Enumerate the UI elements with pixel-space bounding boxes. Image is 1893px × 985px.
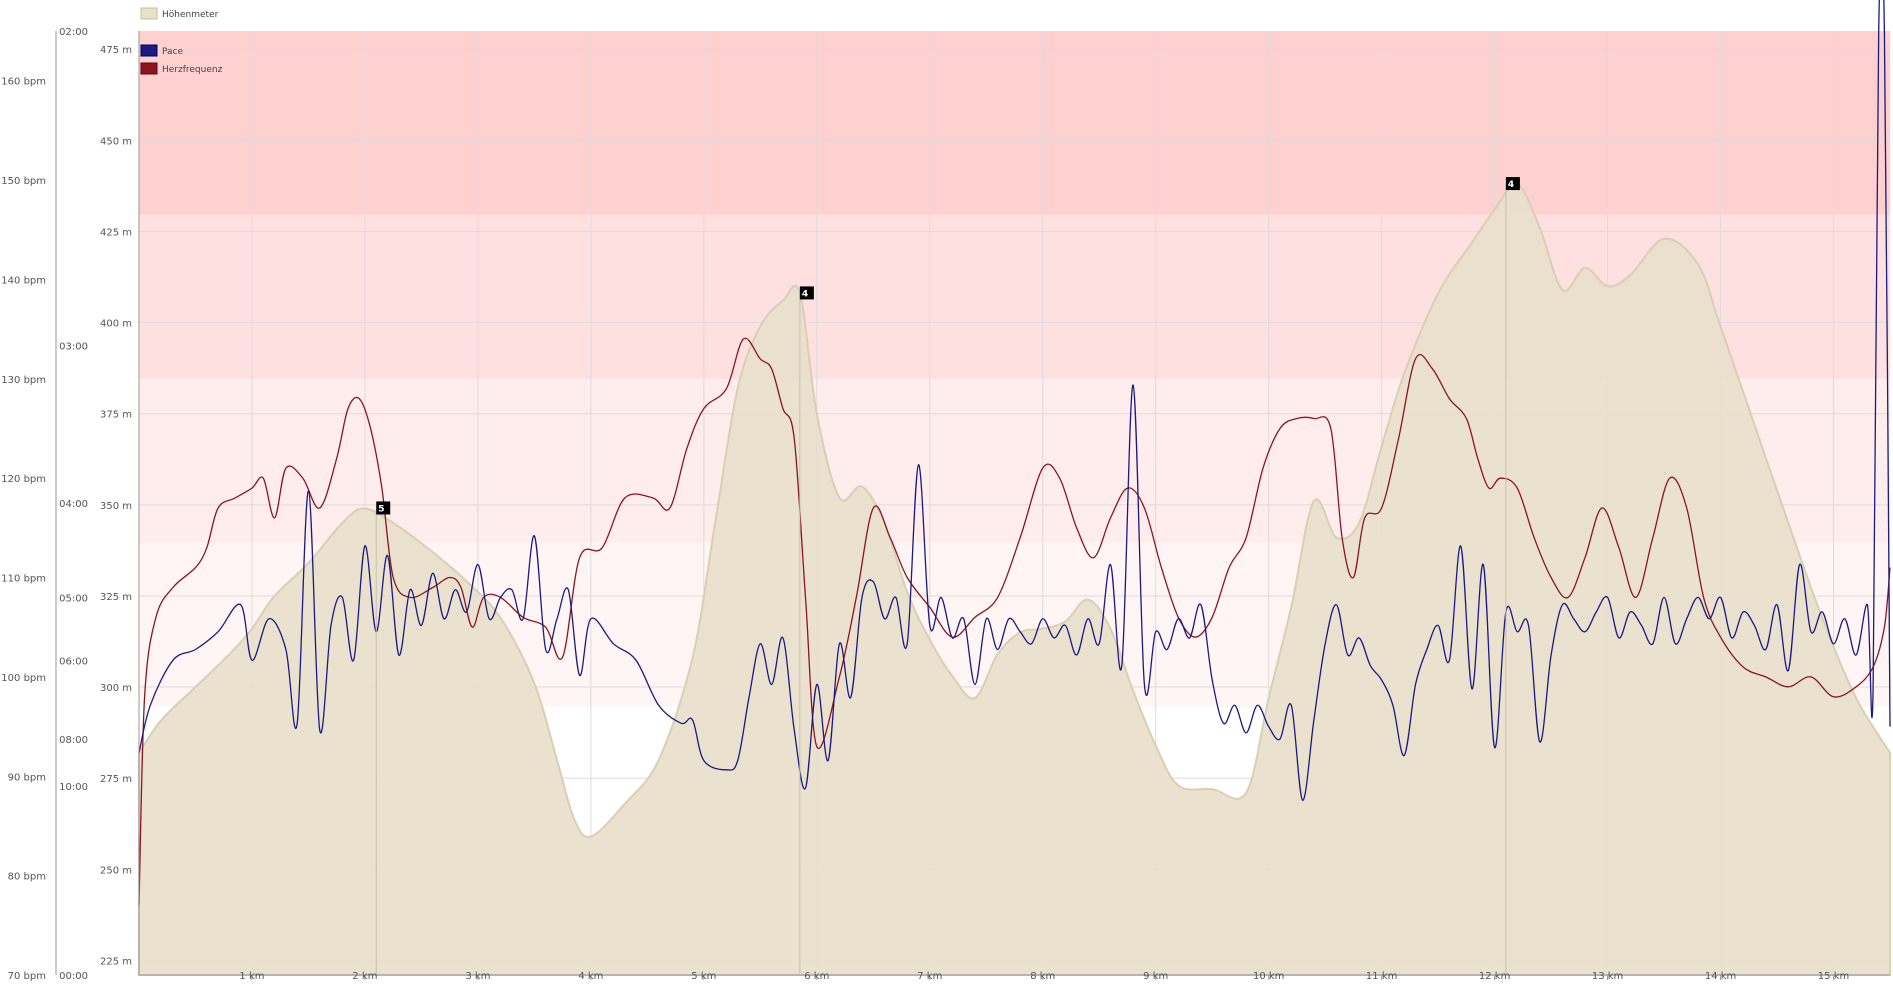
hr-tick-label: 120 bpm <box>1 474 46 485</box>
hr-tick-label: 130 bpm <box>1 375 46 386</box>
pace-tick-label: 10:00 <box>59 782 88 793</box>
elevation-tick-label: 400 m <box>100 319 132 330</box>
annotations: 5 4 4 <box>375 177 1520 975</box>
hr-tick-label: 160 bpm <box>1 77 46 88</box>
x-tick-label: 9 km <box>1143 971 1168 982</box>
pace-tick-label: 02:00 <box>59 27 88 38</box>
x-tick-label: 13 km <box>1592 971 1623 982</box>
annotation-label: 4 <box>802 289 808 299</box>
elevation-tick-label: 250 m <box>100 865 132 876</box>
x-tick-label: 11 km <box>1366 971 1397 982</box>
elevation-tick-label: 450 m <box>100 136 132 147</box>
legend-swatch <box>140 7 158 20</box>
elevation-tick-label: 350 m <box>100 501 132 512</box>
pace-tick-label: 05:00 <box>59 593 88 604</box>
elevation-tick-label: 325 m <box>100 592 132 603</box>
hr-tick-label: 150 bpm <box>1 176 46 187</box>
x-tick-label: 7 km <box>917 971 942 982</box>
x-tick-label: 6 km <box>804 971 829 982</box>
x-tick-label: 5 km <box>691 971 716 982</box>
legend-swatch <box>140 44 158 57</box>
pace-tick-label: 04:00 <box>59 499 88 510</box>
axes: 1 km 2 km 3 km 4 km 5 km 6 km 7 km 8 km 9 km 10 k… <box>1 27 1890 982</box>
hr-tick-label: 110 bpm <box>1 574 46 585</box>
hr-zone-band <box>139 31 1890 215</box>
x-tick-label: 1 km <box>239 971 264 982</box>
elevation-tick-label: 275 m <box>100 774 132 785</box>
x-tick-label: 8 km <box>1030 971 1055 982</box>
legend-label: Herzfrequenz <box>162 65 223 75</box>
hr-tick-label: 80 bpm <box>8 872 46 883</box>
pace-tick-label: 00:00 <box>59 971 88 982</box>
elevation-tick-label: 475 m <box>100 45 132 56</box>
hr-tick-label: 70 bpm <box>8 971 46 982</box>
heart-rate-line <box>138 337 1891 906</box>
elevation-tick-label: 375 m <box>100 410 132 421</box>
legend-label: Pace <box>162 47 183 57</box>
legend: Höhenmeter Pace Herzfrequenz <box>140 7 223 75</box>
x-tick-label: 3 km <box>465 971 490 982</box>
hr-tick-label: 90 bpm <box>8 772 46 783</box>
legend-label: Höhenmeter <box>162 10 219 20</box>
elevation-tick-label: 300 m <box>100 683 132 694</box>
x-tick-label: 14 km <box>1705 971 1736 982</box>
pace-tick-label: 03:00 <box>59 342 88 353</box>
x-tick-label: 4 km <box>578 971 603 982</box>
annotation-box <box>376 501 391 515</box>
pace-tick-label: 06:00 <box>59 656 88 667</box>
x-tick-label: 12 km <box>1479 971 1510 982</box>
hr-tick-label: 100 bpm <box>1 673 46 684</box>
annotation-box <box>1505 177 1520 191</box>
legend-swatch <box>140 62 158 75</box>
annotation-label: 5 <box>378 504 384 514</box>
x-tick-label: 15 km <box>1818 971 1849 982</box>
x-tick-label: 2 km <box>352 971 377 982</box>
annotation-label: 4 <box>1508 180 1514 190</box>
series-lines <box>138 0 1891 906</box>
x-tick-label: 10 km <box>1253 971 1284 982</box>
pace-line <box>138 0 1891 801</box>
pace-tick-label: 08:00 <box>59 735 88 746</box>
elevation-tick-label: 425 m <box>100 227 132 238</box>
hr-tick-label: 140 bpm <box>1 275 46 286</box>
elevation-tick-label: 225 m <box>100 956 132 967</box>
annotation-box <box>799 286 814 300</box>
